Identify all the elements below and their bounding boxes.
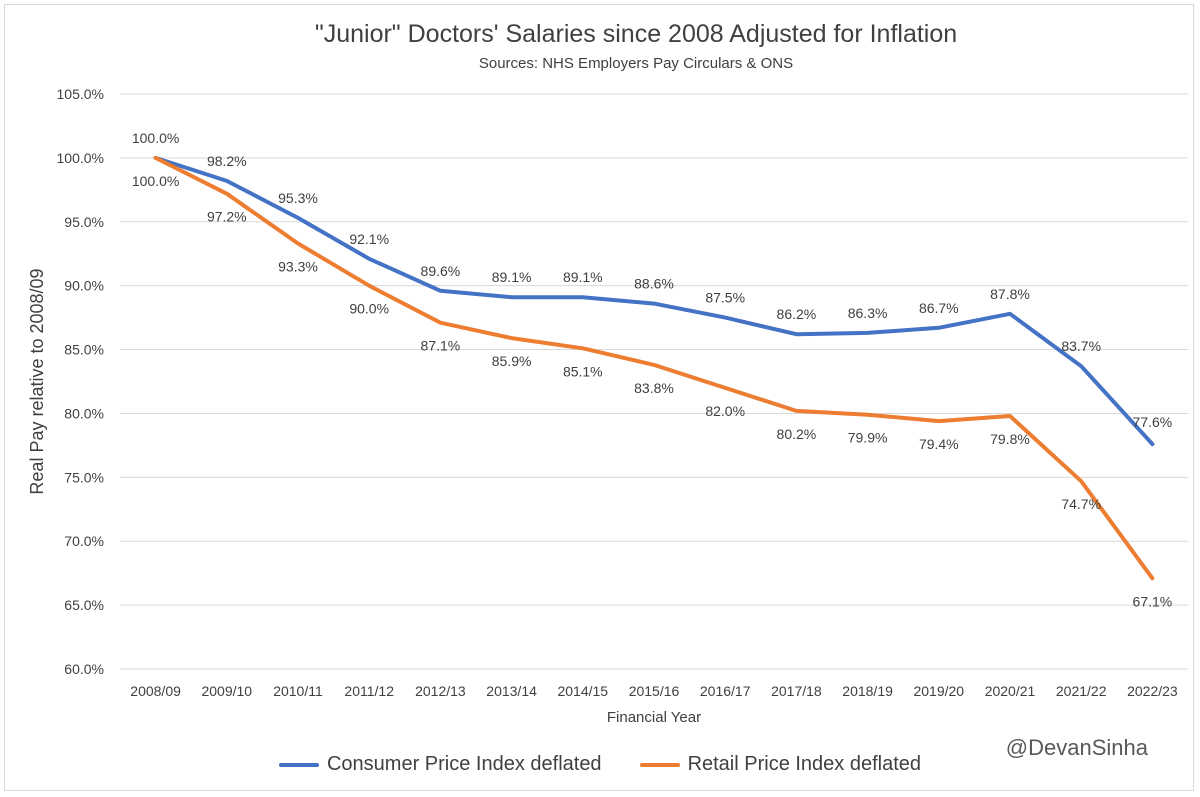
- y-tick-label: 105.0%: [57, 86, 104, 102]
- x-tick-label: 2013/14: [486, 683, 537, 699]
- x-tick-label: 2021/22: [1056, 683, 1107, 699]
- chart-subtitle: Sources: NHS Employers Pay Circulars & O…: [478, 55, 794, 72]
- data-label-rpi: 80.2%: [777, 426, 817, 442]
- data-label-rpi: 97.2%: [207, 209, 247, 225]
- y-tick-label: 70.0%: [64, 533, 104, 549]
- data-label-cpi: 89.1%: [492, 269, 532, 285]
- data-label-cpi: 87.8%: [990, 286, 1030, 302]
- chart-title: "Junior" Doctors' Salaries since 2008 Ad…: [314, 20, 958, 48]
- y-tick-label: 75.0%: [64, 469, 104, 485]
- cpi-line: [153, 155, 1155, 447]
- y-tick-label: 85.0%: [64, 342, 104, 358]
- data-label-cpi: 88.6%: [634, 276, 674, 292]
- x-tick-label: 2011/12: [344, 683, 394, 699]
- data-label-rpi: 79.4%: [919, 436, 959, 452]
- data-label-rpi: 83.8%: [634, 380, 674, 396]
- legend-label-rpi: Retail Price Index deflated: [687, 753, 922, 775]
- data-label-rpi: 82.0%: [705, 403, 745, 419]
- legend-item-cpi: Consumer Price Index deflated: [278, 753, 602, 776]
- data-label-rpi: 79.9%: [848, 430, 888, 446]
- legend: Consumer Price Index deflated Retail Pri…: [0, 753, 1200, 776]
- chart-frame: [4, 4, 1194, 791]
- x-tick-label: 2009/10: [201, 683, 252, 699]
- data-label-rpi: 74.7%: [1061, 496, 1101, 512]
- data-label-rpi: 100.0%: [132, 173, 179, 189]
- data-label-rpi: 85.1%: [563, 363, 603, 379]
- data-label-cpi: 77.6%: [1133, 414, 1173, 430]
- data-label-cpi: 92.1%: [349, 231, 389, 247]
- data-label-rpi: 79.8%: [990, 431, 1030, 447]
- watermark: @DevanSinha: [1005, 735, 1148, 760]
- data-label-rpi: 67.1%: [1133, 593, 1173, 609]
- x-tick-label: 2016/17: [700, 683, 751, 699]
- data-label-rpi: 90.0%: [349, 301, 389, 317]
- rpi-line: [153, 155, 1155, 581]
- y-tick-label: 90.0%: [64, 278, 104, 294]
- x-tick-label: 2012/13: [415, 683, 466, 699]
- x-tick-label: 2018/19: [842, 683, 893, 699]
- legend-item-rpi: Retail Price Index deflated: [639, 753, 922, 776]
- x-tick-label: 2015/16: [629, 683, 680, 699]
- data-label-rpi: 85.9%: [492, 353, 532, 369]
- data-label-cpi: 89.6%: [421, 263, 461, 279]
- data-label-cpi: 87.5%: [705, 290, 745, 306]
- x-axis-title: Financial Year: [607, 709, 701, 726]
- data-label-cpi: 83.7%: [1061, 338, 1101, 354]
- x-tick-label: 2014/15: [557, 683, 608, 699]
- data-label-cpi: 98.2%: [207, 153, 247, 169]
- x-tick-label: 2017/18: [771, 683, 822, 699]
- y-tick-label: 65.0%: [64, 597, 104, 613]
- x-tick-label: 2019/20: [913, 683, 964, 699]
- x-tick-label: 2010/11: [273, 683, 323, 699]
- legend-swatch-rpi: [639, 762, 680, 767]
- data-label-rpi: 93.3%: [278, 259, 318, 275]
- y-axis-title: Real Pay relative to 2008/09: [27, 268, 47, 494]
- x-tick-label: 2022/23: [1127, 683, 1178, 699]
- y-tick-label: 100.0%: [57, 150, 104, 166]
- data-label-cpi: 86.7%: [919, 300, 959, 316]
- y-tick-label: 95.0%: [64, 214, 104, 230]
- y-tick-label: 60.0%: [64, 661, 104, 677]
- y-tick-label: 80.0%: [64, 405, 104, 421]
- data-label-cpi: 86.2%: [777, 306, 817, 322]
- legend-swatch-cpi: [278, 762, 319, 767]
- data-label-cpi: 100.0%: [132, 130, 179, 146]
- data-label-cpi: 89.1%: [563, 269, 603, 285]
- data-label-cpi: 95.3%: [278, 190, 318, 206]
- x-tick-label: 2020/21: [985, 683, 1036, 699]
- legend-label-cpi: Consumer Price Index deflated: [326, 753, 602, 775]
- data-label-rpi: 87.1%: [421, 338, 461, 354]
- data-label-cpi: 86.3%: [848, 305, 888, 321]
- x-tick-label: 2008/09: [130, 683, 181, 699]
